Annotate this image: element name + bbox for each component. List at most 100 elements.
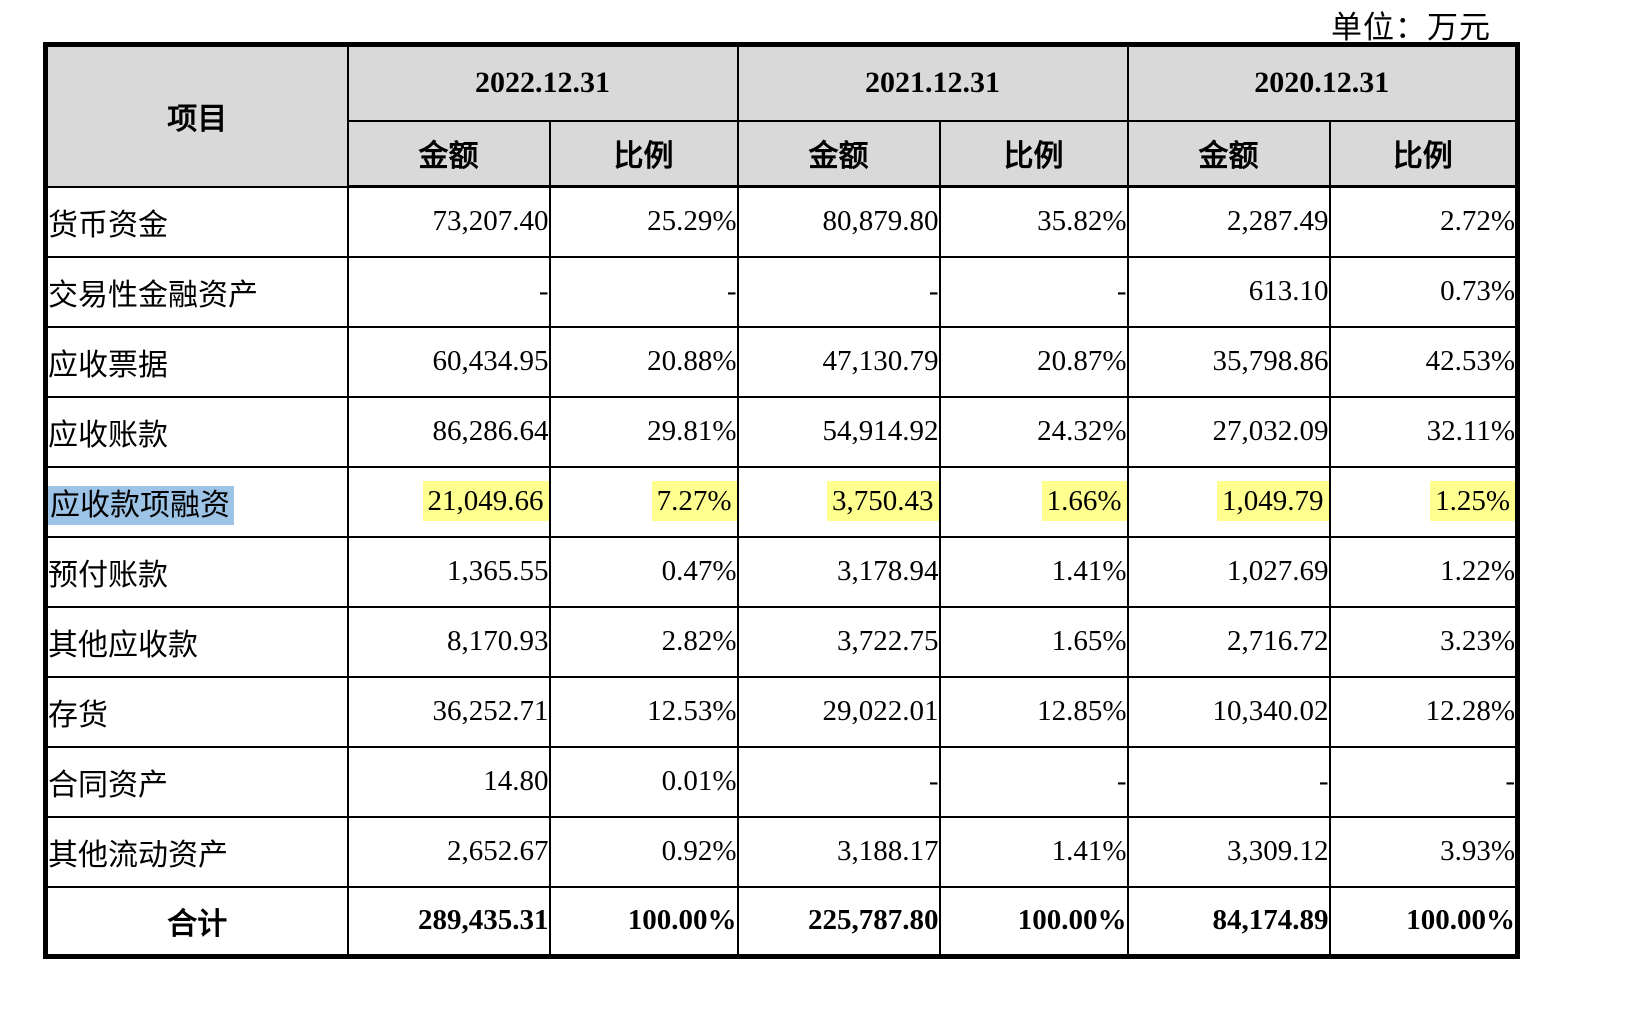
amount-cell: 60,434.95 — [432, 345, 549, 377]
amount-cell: 73,207.40 — [432, 205, 549, 238]
column-header-ratio-2021: 比例 — [938, 119, 1129, 188]
total-ratio-cell: 100.00% — [627, 904, 737, 937]
total-amount-cell: 225,787.80 — [808, 904, 939, 937]
ratio-cell: 35.82% — [1037, 205, 1127, 238]
ratio-cell: 0.73% — [1440, 275, 1515, 307]
amount-cell: 2,287.49 — [1227, 205, 1329, 238]
amount-cell: 2,716.72 — [1227, 625, 1329, 657]
amount-cell-highlighted: 3,750.43 — [827, 481, 938, 521]
ratio-cell: 1.65% — [1051, 625, 1127, 657]
amount-cell: 613.10 — [1248, 275, 1329, 307]
row-label: 其他应收款 — [48, 628, 198, 662]
table-row: 存货 36,252.71 12.53% 29,022.01 12.85% 10,… — [44, 675, 1519, 748]
ratio-cell: 20.87% — [1037, 345, 1127, 377]
amount-cell: - — [928, 275, 939, 307]
total-label: 合计 — [167, 907, 228, 941]
amount-cell: 80,879.80 — [822, 205, 939, 238]
table-row: 货币资金 73,207.40 25.29% 80,879.80 35.82% 2… — [44, 185, 1519, 258]
column-header-amount-2022: 金额 — [346, 119, 551, 188]
amount-cell: - — [538, 275, 549, 307]
table-row: 应收票据 60,434.95 20.88% 47,130.79 20.87% 3… — [44, 325, 1519, 398]
amount-cell: - — [928, 765, 939, 797]
ratio-cell: 20.88% — [647, 345, 737, 377]
amount-cell-highlighted: 1,049.79 — [1217, 481, 1328, 521]
ratio-cell: 32.11% — [1426, 415, 1515, 447]
amount-cell: 3,178.94 — [837, 555, 939, 587]
ratio-cell-highlighted: 7.27% — [651, 481, 736, 521]
ratio-cell: 3.93% — [1440, 835, 1515, 867]
amount-cell: 10,340.02 — [1212, 695, 1329, 727]
amount-cell: 14.80 — [483, 765, 549, 797]
ratio-cell: 25.29% — [647, 205, 737, 238]
ratio-cell: 1.41% — [1051, 835, 1127, 867]
ratio-cell: 2.82% — [661, 625, 737, 657]
amount-cell: - — [1318, 765, 1329, 797]
column-header-amount-2020: 金额 — [1126, 119, 1331, 188]
ratio-cell: - — [1505, 765, 1515, 797]
amount-cell: 2,652.67 — [447, 835, 549, 867]
ratio-cell: 12.85% — [1037, 695, 1127, 727]
ratio-cell: 12.53% — [647, 695, 737, 727]
ratio-cell: 1.22% — [1440, 555, 1515, 587]
row-label-highlighted: 应收款项融资 — [48, 485, 234, 525]
ratio-cell: - — [726, 275, 737, 307]
table-row: 合同资产 14.80 0.01% - - - - — [44, 745, 1519, 818]
row-label: 应收票据 — [48, 348, 168, 382]
table-row: 应收账款 86,286.64 29.81% 54,914.92 24.32% 2… — [44, 395, 1519, 468]
amount-cell: 27,032.09 — [1212, 415, 1329, 447]
column-header-item: 项目 — [44, 43, 349, 188]
amount-cell: 86,286.64 — [432, 415, 549, 447]
ratio-cell: 0.92% — [661, 835, 737, 867]
ratio-cell: 3.23% — [1440, 625, 1515, 657]
amount-cell: 47,130.79 — [822, 345, 939, 377]
column-header-date-2021: 2021.12.31 — [736, 43, 1129, 122]
ratio-cell: 12.28% — [1425, 695, 1515, 727]
row-label: 货币资金 — [48, 208, 168, 242]
ratio-cell: 24.32% — [1037, 415, 1127, 447]
ratio-cell-highlighted: 1.66% — [1041, 481, 1126, 521]
amount-cell: 36,252.71 — [432, 695, 549, 727]
row-label: 应收账款 — [48, 418, 168, 452]
total-amount-cell: 84,174.89 — [1212, 904, 1329, 937]
ratio-cell: - — [1116, 275, 1127, 307]
table-row: 预付账款 1,365.55 0.47% 3,178.94 1.41% 1,027… — [44, 535, 1519, 608]
column-header-ratio-2022: 比例 — [548, 119, 739, 188]
header-row-dates: 项目 2022.12.31 2021.12.31 2020.12.31 — [44, 43, 1519, 188]
amount-cell: 29,022.01 — [822, 695, 939, 727]
column-header-date-2020: 2020.12.31 — [1126, 43, 1519, 122]
table-row-total: 合计 289,435.31 100.00% 225,787.80 100.00%… — [44, 885, 1519, 958]
table-row-highlighted: 应收款项融资 21,049.66 7.27% 3,750.43 1.66% 1,… — [44, 465, 1519, 538]
amount-cell: 3,722.75 — [837, 625, 939, 657]
table-row: 其他应收款 8,170.93 2.82% 3,722.75 1.65% 2,71… — [44, 605, 1519, 678]
current-assets-table: 项目 2022.12.31 2021.12.31 2020.12.31 金额 比… — [43, 42, 1520, 959]
amount-cell-highlighted: 21,049.66 — [422, 481, 548, 521]
ratio-cell: 1.41% — [1051, 555, 1127, 587]
total-amount-cell: 289,435.31 — [418, 904, 549, 937]
amount-cell: 3,309.12 — [1227, 835, 1329, 867]
column-header-amount-2021: 金额 — [736, 119, 941, 188]
row-label: 存货 — [48, 698, 108, 732]
amount-cell: 3,188.17 — [837, 835, 939, 867]
table-row: 其他流动资产 2,652.67 0.92% 3,188.17 1.41% 3,3… — [44, 815, 1519, 888]
table-row: 交易性金融资产 - - - - 613.10 0.73% — [44, 255, 1519, 328]
ratio-cell: 29.81% — [647, 415, 737, 447]
ratio-cell: 0.47% — [661, 555, 737, 587]
total-ratio-cell: 100.00% — [1406, 904, 1515, 937]
column-header-ratio-2020: 比例 — [1328, 119, 1519, 188]
column-header-date-2022: 2022.12.31 — [346, 43, 739, 122]
amount-cell: 1,365.55 — [447, 555, 549, 587]
header-row-subcolumns: 金额 比例 金额 比例 金额 比例 — [46, 119, 1519, 188]
ratio-cell-highlighted: 1.25% — [1430, 481, 1515, 521]
ratio-cell: 42.53% — [1425, 345, 1515, 377]
amount-cell: 8,170.93 — [447, 625, 549, 657]
total-ratio-cell: 100.00% — [1017, 904, 1127, 937]
unit-label: 单位：万元 — [1331, 10, 1491, 45]
amount-cell: 35,798.86 — [1212, 345, 1329, 377]
ratio-cell: - — [1116, 765, 1127, 797]
amount-cell: 1,027.69 — [1227, 555, 1329, 587]
amount-cell: 54,914.92 — [822, 415, 939, 447]
ratio-cell: 2.72% — [1440, 205, 1515, 238]
row-label: 其他流动资产 — [48, 838, 228, 872]
row-label: 交易性金融资产 — [48, 278, 258, 312]
